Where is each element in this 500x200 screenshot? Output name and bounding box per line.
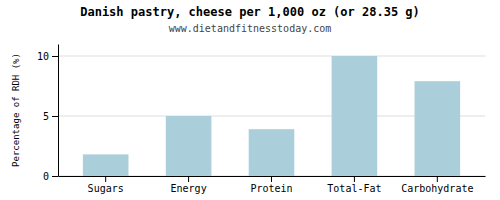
grid bbox=[58, 56, 485, 176]
x-tick-label: Protein bbox=[250, 183, 292, 194]
subtitle: www.dietandfitnesstoday.com bbox=[169, 23, 332, 34]
x-tick: Protein bbox=[250, 176, 292, 194]
x-tick-mark bbox=[437, 176, 438, 182]
bar bbox=[332, 56, 378, 176]
x-tick-label: Total-Fat bbox=[327, 183, 381, 194]
x-tick-label: Energy bbox=[171, 183, 207, 194]
y-tick: 10 bbox=[37, 51, 58, 62]
y-tick-label: 10 bbox=[37, 51, 49, 62]
y-tick-mark bbox=[52, 56, 58, 57]
grid-line bbox=[58, 56, 485, 57]
x-tick: Total-Fat bbox=[327, 176, 381, 194]
x-tick-mark bbox=[105, 176, 106, 182]
x-tick-label: Sugars bbox=[88, 183, 124, 194]
x-tick-mark bbox=[188, 176, 189, 182]
y-tick: 0 bbox=[43, 171, 58, 182]
y-tick-mark bbox=[52, 176, 58, 177]
x-tick-label: Carbohydrate bbox=[401, 183, 473, 194]
x-tick: Carbohydrate bbox=[401, 176, 473, 194]
x-axis: Sugars Energy Protein Total-Fat Carbohydrate bbox=[59, 176, 486, 194]
title: Danish pastry, cheese per 1,000 oz (or 2… bbox=[80, 5, 420, 19]
y-axis-title: Percentage of RDH (%) bbox=[11, 53, 21, 167]
y-axis: 0 5 10 bbox=[37, 45, 59, 182]
bar bbox=[83, 154, 129, 176]
y-tick-mark bbox=[52, 116, 58, 117]
bar bbox=[249, 129, 295, 176]
x-tick: Energy bbox=[171, 176, 207, 194]
plot: Sugars Energy Protein Total-Fat Carbohydrate… bbox=[37, 45, 486, 195]
bar bbox=[415, 81, 461, 176]
bar bbox=[166, 116, 212, 176]
x-tick-mark bbox=[354, 176, 355, 182]
chart: Danish pastry, cheese per 1,000 oz (or 2… bbox=[0, 0, 500, 200]
y-tick-label: 5 bbox=[43, 111, 49, 122]
x-tick-mark bbox=[271, 176, 272, 182]
bars bbox=[83, 56, 460, 176]
y-tick-label: 0 bbox=[43, 171, 49, 182]
y-tick: 5 bbox=[43, 111, 58, 122]
y-axis-line bbox=[58, 45, 59, 177]
x-tick: Sugars bbox=[88, 176, 124, 194]
